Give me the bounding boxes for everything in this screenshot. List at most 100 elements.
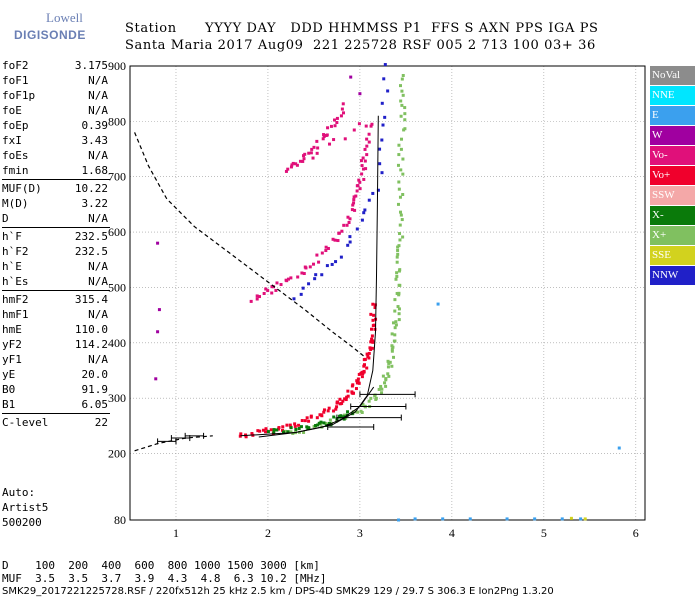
data-point <box>388 360 392 364</box>
data-point <box>270 291 274 295</box>
data-point <box>399 147 403 151</box>
data-point <box>396 202 400 206</box>
data-point <box>336 400 340 404</box>
legend-item: Vo+ <box>650 166 695 185</box>
data-point <box>291 431 295 435</box>
data-point <box>307 151 311 155</box>
data-point <box>355 379 359 383</box>
param-row: yF1 N/A <box>2 352 108 367</box>
data-point <box>294 162 298 166</box>
data-point <box>579 517 583 521</box>
data-point <box>325 133 329 137</box>
data-point <box>370 122 374 126</box>
param-key: foF1 <box>2 74 29 87</box>
data-point <box>380 138 384 142</box>
data-point <box>401 93 405 97</box>
data-point <box>264 427 268 431</box>
data-point <box>367 351 371 355</box>
param-value: N/A <box>88 74 108 87</box>
data-point <box>307 282 311 286</box>
data-point <box>378 162 382 166</box>
data-point <box>583 517 587 521</box>
data-point <box>369 340 373 344</box>
param-value: N/A <box>88 149 108 162</box>
data-point <box>351 383 355 387</box>
data-point <box>288 423 292 427</box>
data-point <box>309 415 313 419</box>
data-point <box>339 255 343 259</box>
auto-code: 500200 <box>2 516 42 529</box>
data-point <box>349 75 353 79</box>
param-value: N/A <box>88 353 108 366</box>
data-point <box>341 111 345 115</box>
x-tick-label: 5 <box>541 526 547 540</box>
data-point <box>238 434 242 438</box>
data-point <box>397 180 401 184</box>
data-point <box>395 274 399 278</box>
data-point <box>346 394 350 398</box>
param-key: fxI <box>2 134 22 147</box>
param-key: yE <box>2 368 16 381</box>
data-point <box>272 430 276 434</box>
data-point <box>311 156 315 160</box>
param-separator <box>2 179 110 180</box>
data-point <box>395 255 399 259</box>
data-point <box>383 115 387 119</box>
muf-row: MUF 3.5 3.5 3.7 3.9 4.3 4.8 6.3 10.2 [MH… <box>2 572 327 585</box>
file-info-row: SMK29_2017221225728.RSF / 220fx512h 25 k… <box>2 586 554 597</box>
data-point <box>309 151 313 155</box>
data-point <box>239 432 243 436</box>
param-value: N/A <box>88 212 108 225</box>
data-point <box>351 203 355 207</box>
data-point <box>358 187 362 191</box>
data-point <box>386 89 390 93</box>
data-point <box>249 299 253 303</box>
data-point <box>398 223 402 227</box>
legend: NoVal NNE E W Vo- Vo+ SSW X- X+ SSE NNW <box>650 66 695 286</box>
data-point <box>354 387 358 391</box>
y-tick-label: 200 <box>108 447 126 461</box>
param-value: 110.0 <box>74 323 108 336</box>
data-point <box>365 137 369 141</box>
data-point <box>365 366 369 370</box>
data-point <box>363 147 367 151</box>
data-point <box>398 232 402 236</box>
data-point <box>560 517 564 521</box>
data-point <box>277 426 281 430</box>
data-point <box>322 410 326 414</box>
data-point <box>332 409 336 413</box>
data-point <box>380 101 384 105</box>
data-point <box>297 423 301 427</box>
data-point <box>352 195 356 199</box>
data-point <box>364 167 368 171</box>
data-point <box>367 198 371 202</box>
data-point <box>377 387 381 391</box>
data-point <box>384 377 388 381</box>
x-tick-label: 2 <box>265 526 271 540</box>
param-key: fmin <box>2 164 29 177</box>
param-row: MUF(D) 10.22 <box>2 181 108 196</box>
data-point <box>284 169 288 173</box>
data-point <box>393 309 397 313</box>
data-point <box>401 157 405 161</box>
data-point <box>257 295 261 299</box>
data-point <box>396 252 400 256</box>
data-point <box>319 420 323 424</box>
data-point <box>533 517 537 521</box>
data-point <box>395 291 399 295</box>
data-point <box>282 430 286 434</box>
data-point <box>355 381 359 385</box>
data-point <box>292 297 296 301</box>
data-point <box>296 275 300 279</box>
data-point <box>256 429 260 433</box>
legend-item: SSE <box>650 246 695 265</box>
data-point <box>250 432 254 436</box>
data-point <box>314 273 318 277</box>
data-point <box>373 393 377 397</box>
data-point <box>396 305 400 309</box>
data-point <box>330 262 334 266</box>
data-point <box>401 74 405 78</box>
header-row-values: Santa Maria 2017 Aug09 221 225728 RSF 00… <box>125 38 596 53</box>
data-point <box>332 415 336 419</box>
data-point <box>386 372 390 376</box>
